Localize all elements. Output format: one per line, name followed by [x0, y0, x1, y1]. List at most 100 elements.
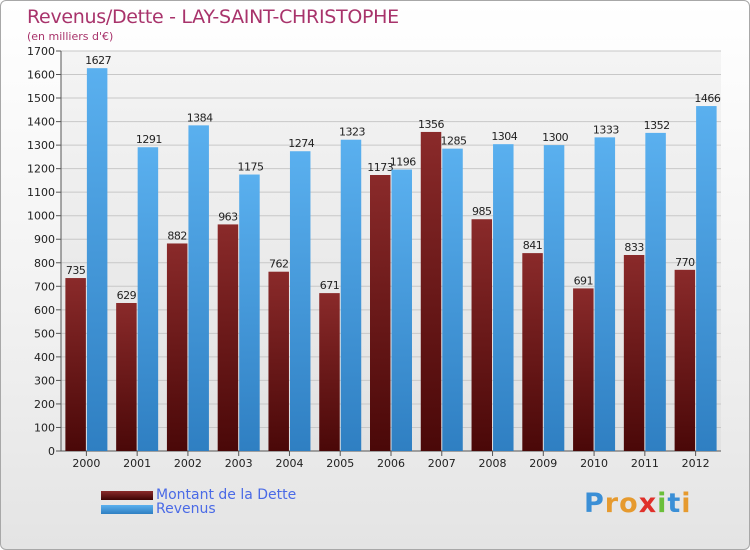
- bar-debt: [65, 278, 86, 451]
- data-label-debt: 770: [675, 256, 695, 269]
- bar-debt: [166, 243, 188, 451]
- x-tick-label: 2001: [123, 457, 151, 470]
- bar-debt: [370, 175, 391, 451]
- bar-debt: [420, 131, 442, 452]
- x-tick-label: 2010: [580, 457, 608, 470]
- data-label-revenue: 1466: [694, 92, 720, 105]
- x-tick-label: 2005: [326, 457, 354, 470]
- data-label-debt: 1356: [418, 118, 444, 131]
- data-label-debt: 671: [320, 279, 340, 292]
- x-tick-label: 2007: [428, 457, 456, 470]
- bar-revenue: [696, 106, 717, 451]
- logo-letter: r: [604, 488, 620, 519]
- y-tick-label: 1000: [27, 210, 55, 223]
- data-label-revenue: 1304: [491, 130, 517, 143]
- y-tick-label: 300: [34, 374, 55, 387]
- y-tick-label: 1400: [27, 116, 55, 129]
- data-label-revenue: 1627: [85, 54, 111, 67]
- data-label-debt: 1173: [367, 161, 393, 174]
- y-tick-label: 1200: [27, 163, 55, 176]
- bar-revenue: [594, 137, 616, 451]
- chart-subtitle: (en milliers d'€): [27, 30, 114, 43]
- y-tick-label: 1700: [27, 45, 55, 58]
- y-tick-label: 100: [34, 421, 55, 434]
- data-label-revenue: 1352: [644, 119, 670, 132]
- legend-label-revenue: Revenus: [156, 501, 216, 517]
- x-tick-label: 2009: [529, 457, 557, 470]
- y-tick-label: 200: [34, 398, 55, 411]
- x-tick-label: 2003: [225, 457, 253, 470]
- data-label-debt: 841: [523, 239, 543, 252]
- data-label-revenue: 1291: [136, 133, 162, 146]
- bar-debt: [116, 303, 137, 451]
- logo-letter: i: [681, 488, 692, 519]
- data-label-revenue: 1196: [390, 156, 416, 169]
- x-tick-label: 2011: [631, 457, 659, 470]
- bar-debt: [471, 219, 493, 451]
- data-label-debt: 833: [624, 241, 644, 254]
- bar-revenue: [543, 145, 565, 451]
- legend-swatch-debt: [101, 491, 153, 500]
- bar-debt: [217, 224, 239, 451]
- bar-revenue: [188, 125, 209, 452]
- data-label-revenue: 1300: [542, 131, 568, 144]
- bar-revenue: [137, 147, 159, 451]
- y-tick-label: 0: [48, 445, 55, 458]
- bar-debt: [319, 293, 340, 451]
- data-label-revenue: 1175: [237, 161, 263, 174]
- bar-revenue: [442, 148, 463, 451]
- data-label-debt: 963: [218, 210, 238, 223]
- logo-letter: P: [584, 488, 605, 519]
- x-tick-label: 2002: [174, 457, 202, 470]
- bar-debt: [674, 269, 696, 451]
- y-tick-label: 600: [34, 304, 55, 317]
- bar-revenue: [239, 174, 260, 451]
- bar-revenue: [86, 68, 108, 452]
- bar-revenue: [493, 144, 514, 452]
- y-tick-label: 500: [34, 327, 55, 340]
- x-tick-label: 2004: [275, 457, 303, 470]
- bar-debt: [268, 271, 289, 451]
- proxiti-logo: Proxiti: [584, 488, 692, 519]
- bar-debt: [623, 255, 645, 451]
- logo-letter: o: [619, 488, 639, 519]
- data-label-revenue: 1274: [288, 137, 314, 150]
- y-tick-label: 800: [34, 257, 55, 270]
- bar-debt: [573, 288, 594, 451]
- data-label-revenue: 1333: [593, 123, 619, 136]
- x-tick-label: 2008: [479, 457, 507, 470]
- y-tick-label: 1600: [27, 69, 55, 82]
- bar-revenue: [645, 132, 666, 451]
- bar-revenue: [340, 139, 362, 452]
- data-label-debt: 985: [472, 205, 492, 218]
- x-tick-label: 2000: [72, 457, 100, 470]
- data-label-debt: 762: [269, 258, 289, 271]
- y-tick-label: 400: [34, 351, 55, 364]
- logo-letter: x: [638, 488, 658, 519]
- bar-revenue: [289, 151, 311, 451]
- y-tick-label: 700: [34, 280, 55, 293]
- data-label-debt: 882: [167, 229, 187, 242]
- data-label-debt: 629: [117, 289, 137, 302]
- y-tick-label: 1100: [27, 186, 55, 199]
- data-label-debt: 691: [574, 274, 594, 287]
- legend-swatch-revenue: [101, 505, 153, 514]
- y-tick-label: 1300: [27, 139, 55, 152]
- bar-revenue: [391, 169, 412, 451]
- data-label-debt: 735: [66, 264, 86, 277]
- logo-letter: i: [657, 488, 668, 519]
- legend-label-debt: Montant de la Dette: [156, 487, 297, 503]
- y-tick-label: 900: [34, 233, 55, 246]
- plot-area: [61, 51, 721, 451]
- x-tick-label: 2012: [682, 457, 710, 470]
- data-label-revenue: 1384: [187, 111, 213, 124]
- data-label-revenue: 1323: [339, 126, 365, 139]
- x-tick-label: 2006: [377, 457, 405, 470]
- bar-debt: [522, 253, 543, 451]
- data-label-revenue: 1285: [441, 135, 467, 148]
- y-tick-label: 1500: [27, 92, 55, 105]
- chart-title: Revenus/Dette - LAY-SAINT-CHRISTOPHE: [27, 6, 399, 28]
- logo-letter: t: [667, 488, 682, 519]
